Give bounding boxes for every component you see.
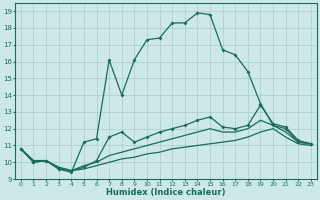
X-axis label: Humidex (Indice chaleur): Humidex (Indice chaleur) (106, 188, 226, 197)
